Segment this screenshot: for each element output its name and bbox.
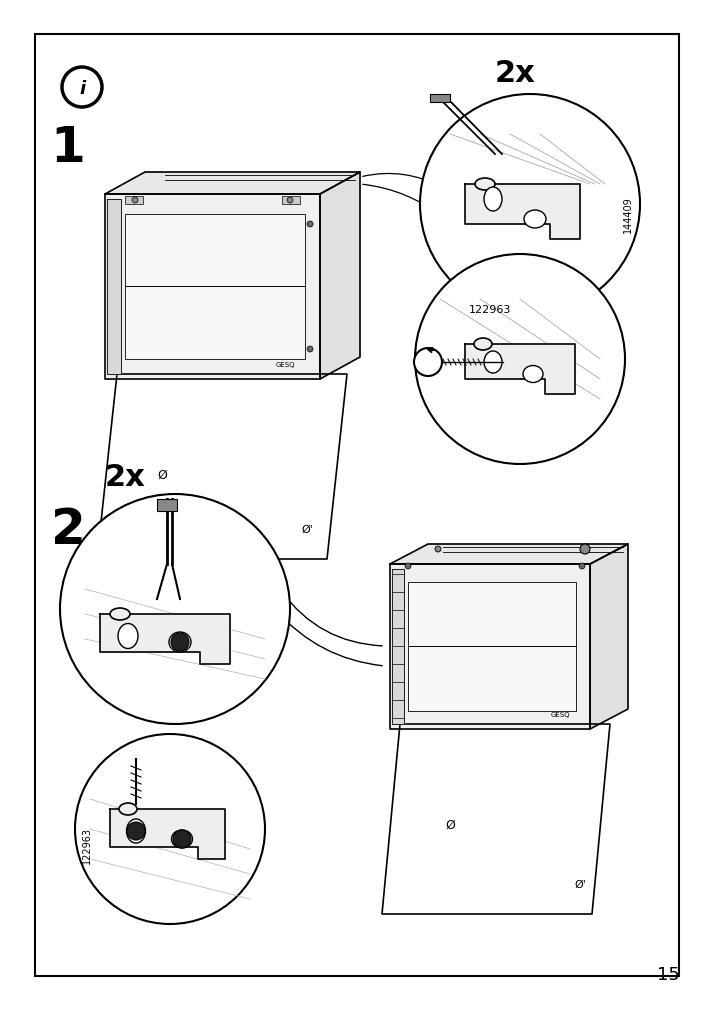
FancyArrowPatch shape (428, 349, 433, 353)
Text: Ø: Ø (445, 818, 455, 831)
FancyArrowPatch shape (363, 174, 443, 188)
Text: GESQ: GESQ (550, 712, 570, 717)
Circle shape (287, 198, 293, 204)
Ellipse shape (126, 819, 146, 843)
Text: 2x: 2x (495, 59, 536, 87)
Polygon shape (465, 185, 580, 240)
Bar (157, 499, 177, 512)
Polygon shape (320, 173, 360, 379)
Ellipse shape (475, 179, 495, 191)
Polygon shape (105, 195, 320, 379)
Ellipse shape (474, 339, 492, 351)
Text: 15: 15 (657, 966, 680, 983)
Circle shape (414, 349, 442, 377)
Circle shape (307, 347, 313, 353)
Ellipse shape (523, 366, 543, 383)
Ellipse shape (110, 609, 130, 621)
Polygon shape (382, 724, 610, 914)
Polygon shape (465, 345, 575, 394)
Text: 2x: 2x (105, 462, 146, 491)
Circle shape (579, 563, 585, 569)
Polygon shape (392, 569, 404, 724)
Bar (282, 197, 300, 205)
Text: 1: 1 (51, 124, 86, 172)
FancyArrowPatch shape (363, 185, 443, 218)
Circle shape (62, 68, 102, 108)
Text: Ø': Ø' (574, 880, 586, 889)
Text: i: i (79, 80, 85, 98)
Text: 144409: 144409 (623, 196, 633, 234)
Text: GESQ: GESQ (276, 362, 295, 368)
Polygon shape (107, 200, 121, 375)
Ellipse shape (119, 803, 137, 815)
Bar (125, 197, 143, 205)
Circle shape (420, 95, 640, 314)
Circle shape (132, 198, 138, 204)
Text: 2: 2 (51, 506, 86, 553)
FancyArrowPatch shape (277, 612, 382, 666)
Circle shape (405, 563, 411, 569)
Polygon shape (97, 375, 347, 559)
Circle shape (435, 547, 441, 552)
Polygon shape (390, 545, 628, 564)
Text: Ø': Ø' (301, 525, 313, 535)
Ellipse shape (169, 632, 191, 652)
Text: 122963: 122963 (82, 826, 92, 862)
Polygon shape (590, 545, 628, 729)
Bar (430, 95, 450, 103)
Ellipse shape (171, 830, 193, 848)
Polygon shape (105, 173, 360, 195)
Ellipse shape (524, 210, 546, 228)
Text: Ø: Ø (157, 468, 167, 481)
Polygon shape (390, 564, 590, 729)
Polygon shape (110, 809, 225, 859)
Circle shape (173, 830, 191, 848)
Circle shape (75, 734, 265, 924)
Circle shape (307, 221, 313, 227)
Circle shape (415, 255, 625, 464)
Ellipse shape (484, 352, 502, 374)
FancyArrowPatch shape (281, 591, 382, 646)
Ellipse shape (484, 188, 502, 211)
Circle shape (127, 822, 145, 840)
Circle shape (580, 545, 590, 554)
Text: 122963: 122963 (469, 304, 511, 314)
Bar (125, 214, 305, 360)
Bar (408, 582, 576, 712)
Polygon shape (100, 615, 230, 664)
Circle shape (171, 633, 189, 651)
Ellipse shape (118, 624, 138, 649)
Circle shape (60, 494, 290, 724)
